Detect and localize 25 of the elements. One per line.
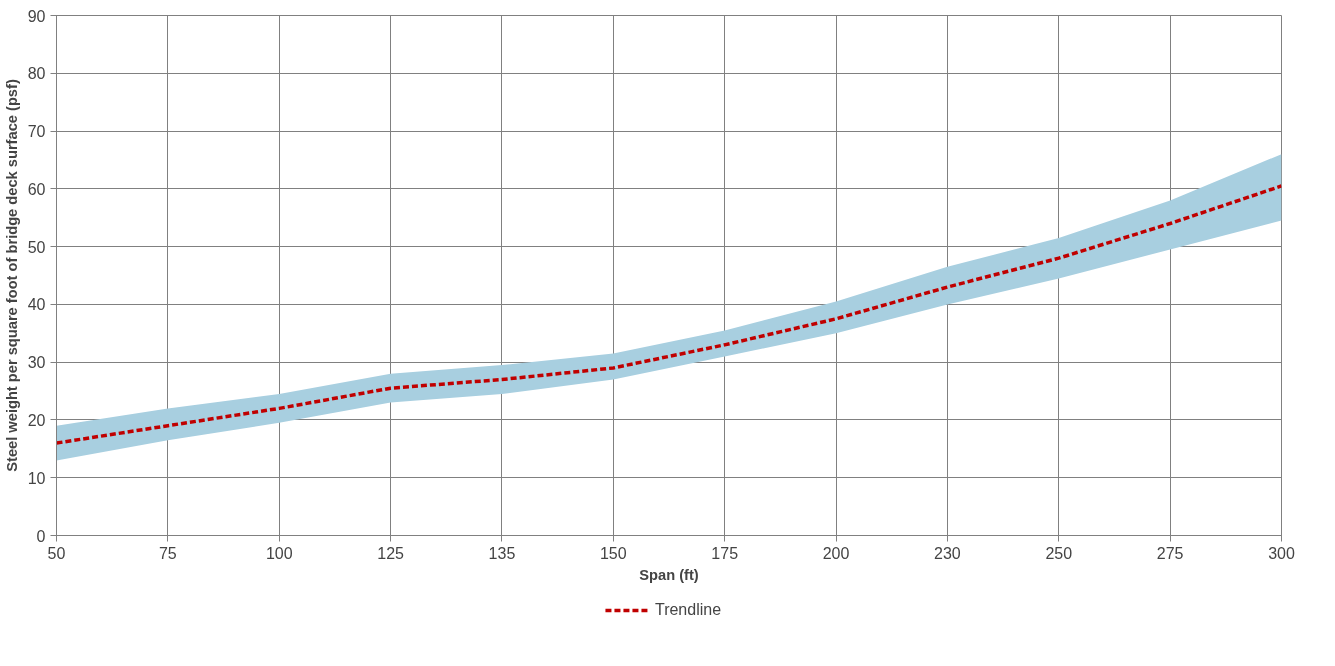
y-tick-label: 60 — [27, 180, 46, 198]
x-tick-label: 135 — [488, 544, 516, 562]
y-tick-label: 40 — [27, 296, 46, 314]
y-tick-label: 0 — [36, 527, 46, 545]
y-tick-label: 10 — [27, 469, 46, 487]
x-tick-label: 175 — [711, 544, 739, 562]
x-tick-label: 75 — [158, 544, 177, 562]
y-tick-label: 50 — [27, 238, 46, 256]
x-tick-label: 50 — [47, 544, 66, 562]
y-tick-label: 90 — [27, 7, 46, 25]
x-tick-label: 275 — [1156, 544, 1184, 562]
x-tick-label: 150 — [599, 544, 627, 562]
y-tick-label: 20 — [27, 411, 46, 429]
x-tick-label: 250 — [1045, 544, 1073, 562]
x-tick-label: 300 — [1268, 544, 1295, 562]
x-tick-label: 230 — [934, 544, 961, 562]
y-tick-label: 80 — [27, 65, 46, 83]
y-tick-label: 30 — [27, 354, 46, 372]
legend-label: Trendline — [654, 601, 722, 619]
y-axis-title: Steel weight per square foot of bridge deck surface (psf) — [3, 79, 20, 472]
y-tick-label: 70 — [27, 123, 46, 141]
x-tick-label: 125 — [377, 544, 405, 562]
x-axis-title: Span (ft) — [639, 566, 699, 583]
x-tick-label: 100 — [265, 544, 293, 562]
x-tick-label: 200 — [822, 544, 850, 562]
